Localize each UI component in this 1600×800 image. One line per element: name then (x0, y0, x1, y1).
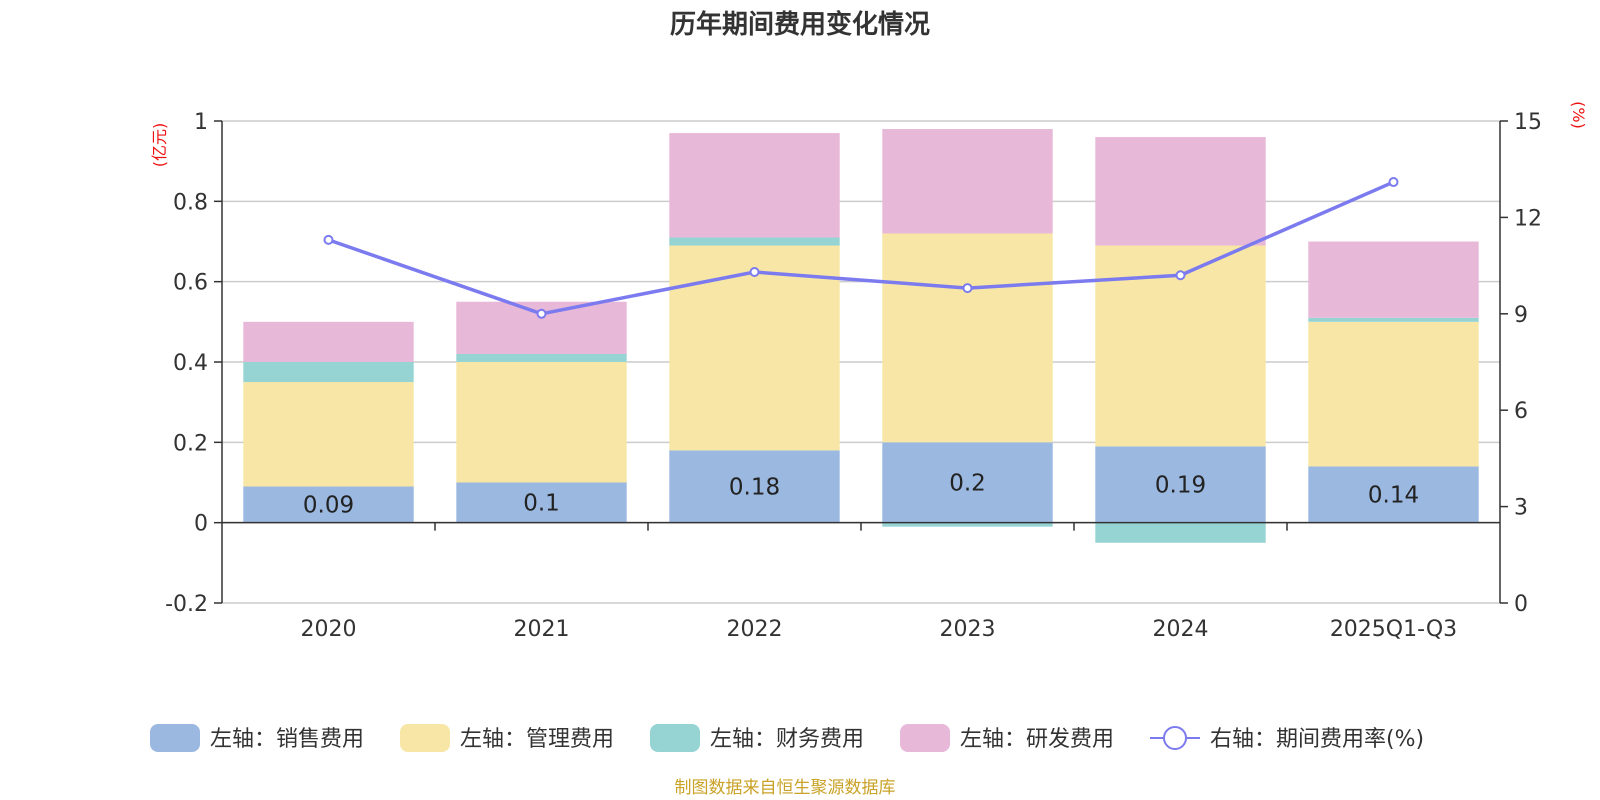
expense-rate-line (323, 177, 1399, 319)
bar-segment (669, 450, 840, 523)
bar-segment (1308, 321, 1479, 467)
category-label: 2023 (940, 617, 996, 642)
axes: -0.2 0 0.2 0.4 0.6 0.8 1 0 3 6 9 12 15 2020 2021 2022 20… (165, 110, 1542, 642)
rate-point (536, 308, 547, 319)
rate-point (1388, 177, 1399, 188)
legend-swatch (400, 724, 450, 752)
legend-label: 左轴：管理费用 (460, 727, 614, 752)
rate-point (962, 283, 973, 294)
right-tick-label: 9 (1514, 303, 1528, 328)
right-tick-label: 15 (1514, 110, 1542, 135)
bar-segment (243, 382, 414, 487)
legend-marker (1163, 726, 1187, 750)
category-label: 2022 (727, 617, 783, 642)
bar-segment (882, 522, 1053, 527)
rate-line (327, 180, 1395, 316)
bar-segment (669, 245, 840, 451)
category-label: 2021 (514, 617, 570, 642)
bar-segment (456, 482, 627, 523)
bar-segment (1308, 241, 1479, 318)
bar-segment (243, 321, 414, 362)
left-tick-label: 0.4 (173, 351, 208, 376)
bar-segment (1308, 317, 1479, 322)
bar-segment (1095, 522, 1266, 543)
right-tick-label: 0 (1514, 592, 1528, 617)
left-tick-label: 0.2 (173, 431, 208, 456)
data-label: 0.09 (303, 493, 354, 519)
data-label: 0.19 (1155, 473, 1206, 499)
category-label: 2024 (1153, 617, 1209, 642)
left-tick-label: 0.8 (173, 190, 208, 215)
data-label: 0.2 (949, 471, 986, 497)
rate-point (749, 267, 760, 278)
right-axis-unit: (%) (1569, 101, 1588, 129)
legend-label: 左轴：研发费用 (960, 727, 1114, 752)
right-tick-label: 3 (1514, 496, 1528, 521)
left-axis-unit: (亿元) (150, 123, 169, 168)
bar-segment (1308, 466, 1479, 523)
data-label: 0.18 (729, 475, 780, 501)
left-tick-label: -0.2 (165, 592, 208, 617)
right-tick-label: 12 (1514, 206, 1542, 231)
data-label: 0.1 (523, 491, 560, 517)
data-labels: 0.09 0.1 0.18 0.2 0.19 0.14 (303, 471, 1419, 519)
bar-segment (243, 362, 414, 383)
legend-label: 左轴：销售费用 (210, 727, 364, 752)
bar-segment (1095, 446, 1266, 523)
legend-label: 左轴：财务费用 (710, 727, 864, 752)
bar-segment (456, 362, 627, 483)
source-note: 制图数据来自恒生聚源数据库 (675, 778, 896, 798)
category-label: 2020 (301, 617, 357, 642)
bar-segment (243, 486, 414, 523)
rate-point (323, 234, 334, 245)
category-label: 2025Q1-Q3 (1330, 617, 1457, 642)
bar-stacks (243, 129, 1479, 543)
bar-segment (1095, 137, 1266, 246)
legend-swatch (900, 724, 950, 752)
rate-point (1175, 270, 1186, 281)
bar-segment (882, 442, 1053, 523)
right-tick-label: 6 (1514, 399, 1528, 424)
chart-title: 历年期间费用变化情况 (670, 9, 930, 40)
legend-swatch (650, 724, 700, 752)
legend-label: 右轴：期间费用率(%) (1210, 727, 1424, 752)
bar-segment (456, 353, 627, 362)
bar-segment (669, 237, 840, 246)
left-tick-label: 1 (194, 110, 208, 135)
legend-swatch (150, 724, 200, 752)
legend: 左轴：销售费用 左轴：管理费用 左轴：财务费用 左轴：研发费用 右轴：期间费用率(%) (150, 724, 1424, 752)
left-tick-label: 0 (194, 512, 208, 537)
bar-segment (882, 233, 1053, 443)
bar-segment (882, 129, 1053, 234)
data-label: 0.14 (1368, 483, 1419, 509)
bar-segment (669, 133, 840, 238)
left-tick-label: 0.6 (173, 271, 208, 296)
